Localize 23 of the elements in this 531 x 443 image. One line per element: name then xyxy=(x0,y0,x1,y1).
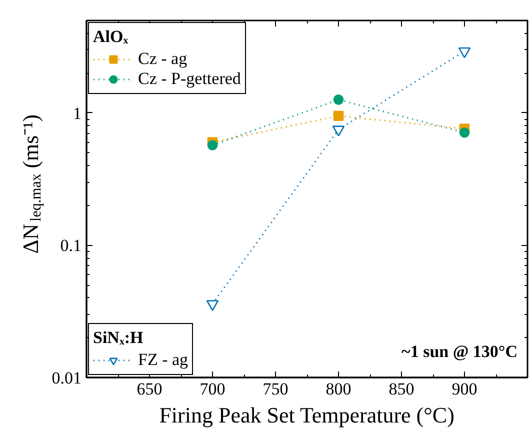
point xyxy=(332,126,345,136)
text: AlOₓ xyxy=(93,27,128,46)
legend-label: Cz - P-gettered xyxy=(138,69,241,89)
point xyxy=(333,110,344,122)
point xyxy=(333,94,344,105)
y-tick-label: 1 xyxy=(73,104,82,123)
y-axis-title: ΔNleq.max (ms⁻¹) xyxy=(18,114,44,254)
x-tick-label: 900 xyxy=(452,380,478,398)
y-tick-label: 0.1 xyxy=(60,236,82,256)
y-tick-label: 0.01 xyxy=(52,368,82,388)
x-axis-title: Firing Peak Set Temperature (°C) xyxy=(159,402,454,428)
x-tick-label: 750 xyxy=(262,380,288,398)
point xyxy=(459,127,470,138)
annotation: ~1 sun @ 130°C xyxy=(401,342,518,361)
point xyxy=(207,140,218,150)
legend-label: Cz - ag xyxy=(138,49,188,69)
x-tick-label: 800 xyxy=(326,380,352,398)
x-tick-label: 850 xyxy=(388,380,414,398)
text: SiNₓ:H xyxy=(93,328,144,347)
x-tick-label: 650 xyxy=(136,380,162,398)
x-tick-label: 700 xyxy=(200,380,226,398)
legend-label: FZ - ag xyxy=(138,350,188,370)
point xyxy=(206,300,219,311)
